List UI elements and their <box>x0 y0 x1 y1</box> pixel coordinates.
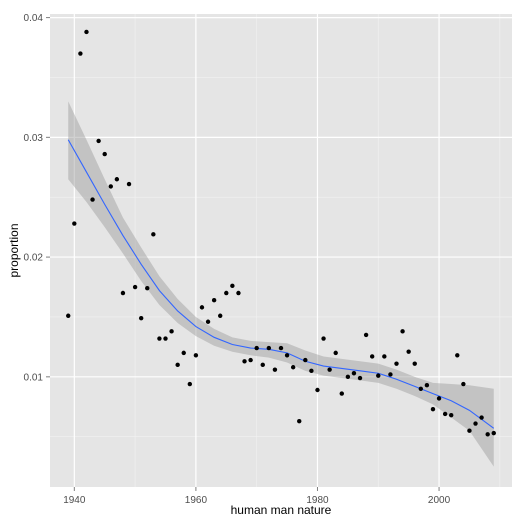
data-point <box>120 290 126 296</box>
y-tick-label: 0.01 <box>24 372 44 383</box>
data-point <box>84 29 89 35</box>
data-point <box>424 383 430 388</box>
data-point <box>211 297 217 303</box>
data-point <box>455 353 460 358</box>
data-point <box>376 373 381 378</box>
data-point <box>351 371 357 376</box>
data-point <box>394 361 399 366</box>
data-point <box>138 315 144 321</box>
data-point <box>479 415 484 420</box>
data-point <box>327 367 332 372</box>
x-axis-label: human man nature <box>231 503 332 517</box>
data-point <box>412 361 417 366</box>
data-point <box>236 290 241 296</box>
data-point <box>430 406 436 412</box>
data-point <box>66 313 71 318</box>
data-point <box>436 396 442 401</box>
data-point <box>199 305 205 310</box>
data-point <box>175 362 180 368</box>
data-point <box>151 232 156 237</box>
data-point <box>108 184 113 189</box>
data-point <box>345 374 351 380</box>
y-tick-label: 0.04 <box>24 13 44 24</box>
data-point <box>78 51 83 56</box>
data-point <box>467 428 472 433</box>
data-point <box>309 368 314 374</box>
data-point <box>449 412 454 418</box>
data-point <box>369 354 375 359</box>
data-point <box>303 357 308 363</box>
data-point <box>96 138 101 144</box>
data-point <box>284 353 290 358</box>
data-point <box>491 430 496 436</box>
data-points <box>66 29 496 437</box>
data-point <box>442 411 448 417</box>
data-point <box>388 372 393 377</box>
data-point <box>485 432 490 437</box>
y-tick-label: 0.02 <box>24 253 44 264</box>
data-point <box>169 329 174 334</box>
data-point <box>278 345 284 351</box>
data-point <box>157 336 162 341</box>
grid-major <box>50 14 512 487</box>
data-point <box>102 151 107 157</box>
data-point <box>248 357 253 363</box>
x-tick-label: 1980 <box>306 495 329 506</box>
data-point <box>400 329 405 334</box>
data-point <box>260 362 265 368</box>
y-tick-label: 0.03 <box>24 133 44 144</box>
y-axis-label: proportion <box>7 223 21 277</box>
smooth-line <box>67 139 495 429</box>
confidence-band <box>68 101 494 467</box>
data-point <box>163 336 168 341</box>
x-tick-label: 2000 <box>428 495 451 506</box>
data-point <box>418 386 424 392</box>
data-point <box>315 387 320 393</box>
data-point <box>126 181 132 187</box>
data-point <box>297 418 302 424</box>
data-point <box>242 359 247 364</box>
data-point <box>132 284 138 290</box>
y-axis: 0.01 0.02 0.03 0.04 <box>24 13 50 383</box>
data-point <box>181 350 186 356</box>
data-point <box>230 283 235 289</box>
x-tick-label: 1940 <box>63 495 86 506</box>
data-point <box>218 313 223 318</box>
data-point <box>193 353 199 358</box>
data-point <box>72 221 77 226</box>
x-tick-label: 1960 <box>185 495 208 506</box>
data-point <box>382 354 387 359</box>
data-point <box>187 381 193 387</box>
data-point <box>145 286 150 291</box>
grid-minor <box>50 14 512 487</box>
data-point <box>333 350 338 356</box>
data-point <box>357 375 363 381</box>
panel-background <box>50 14 512 487</box>
data-point <box>266 345 272 351</box>
data-point <box>272 367 278 372</box>
data-point <box>406 349 411 354</box>
data-point <box>461 381 466 387</box>
data-point <box>205 319 211 324</box>
data-point <box>473 421 478 426</box>
data-point <box>363 332 369 338</box>
data-point <box>339 391 344 396</box>
data-point <box>224 290 229 296</box>
data-point <box>90 197 95 202</box>
data-point <box>114 177 120 182</box>
data-point <box>321 336 326 341</box>
data-point <box>254 345 259 351</box>
data-point <box>290 365 296 370</box>
x-axis: 1940 1960 1980 2000 <box>63 487 451 506</box>
